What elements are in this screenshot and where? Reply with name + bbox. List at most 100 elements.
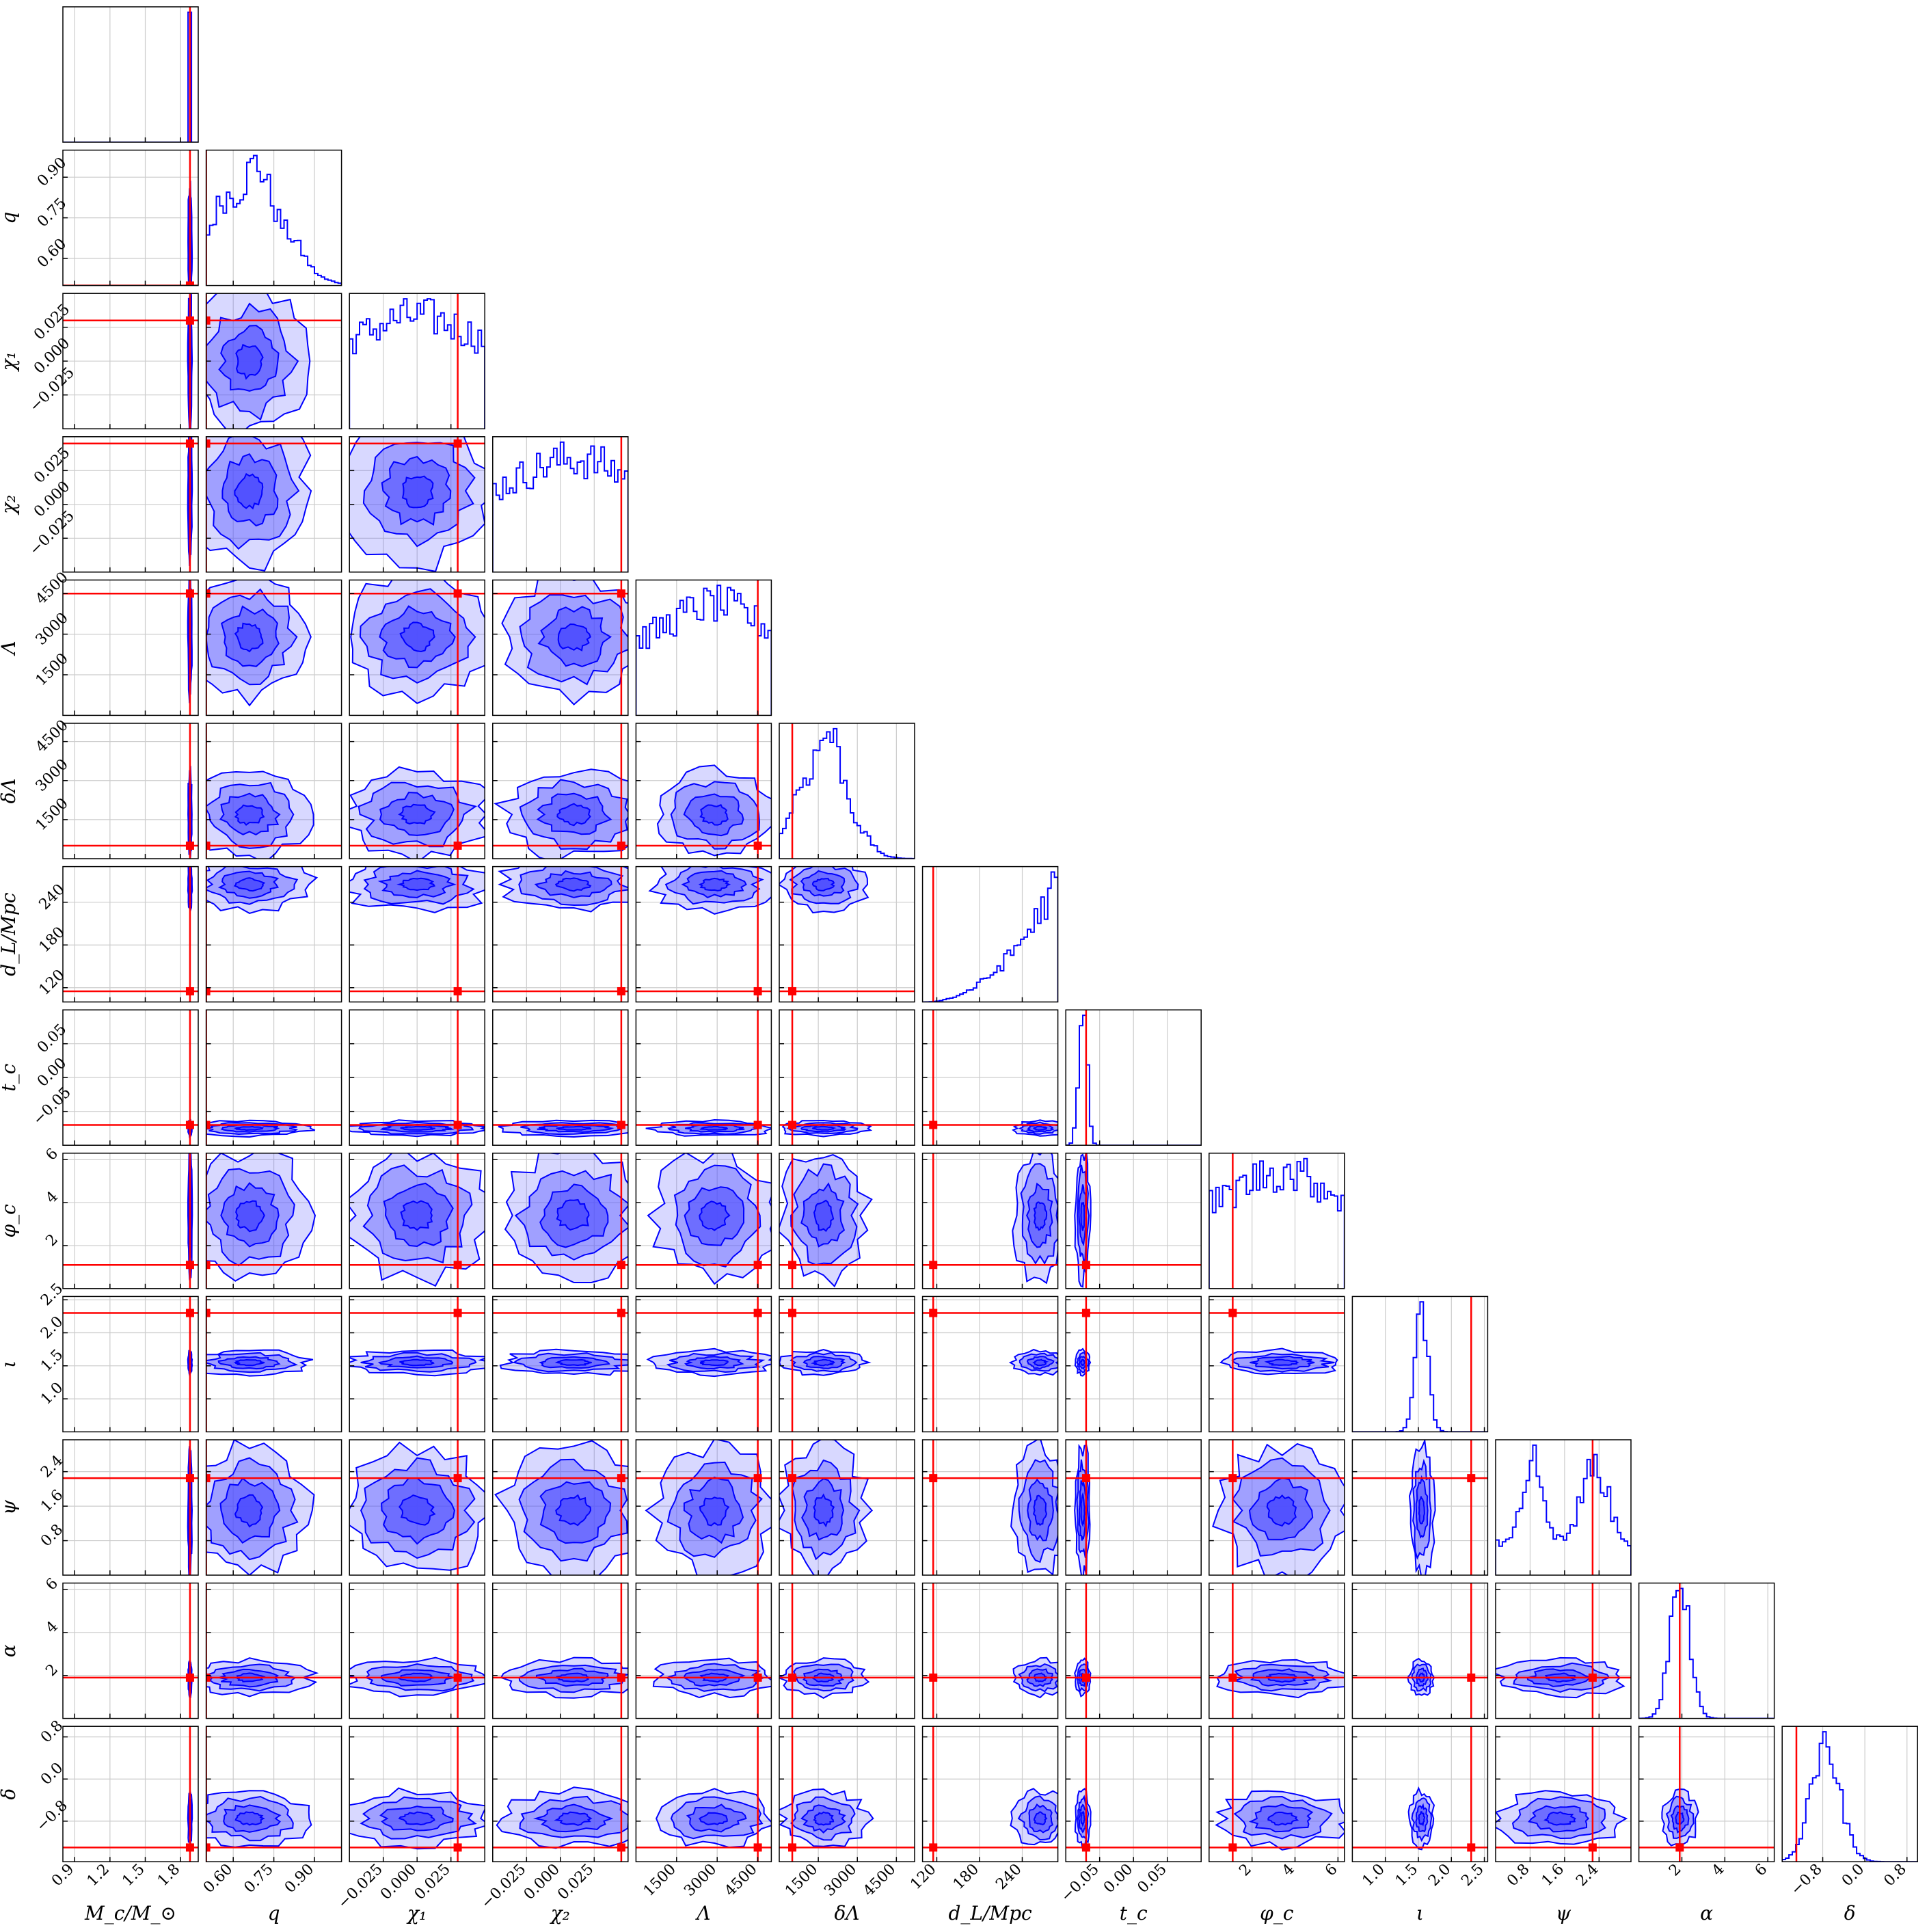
panel-content [1782,1726,1918,1862]
y-tick-label: 2 [42,1661,62,1680]
panel-tc-dL [921,1009,1059,1146]
panel-delta-iota: 1.0 1.5 2.0 2.5 [1351,1726,1489,1890]
panel-content [349,293,485,429]
truth-marker [453,841,462,850]
x-tick-label: 0.00 [1101,1861,1136,1896]
panel-content [206,1010,342,1146]
panel-content [492,580,628,716]
truth-marker [929,1673,938,1682]
panel-content [1638,1583,1775,1719]
contour-dL-chi2 [554,877,592,892]
histogram-alpha [1638,1587,1775,1719]
y-tick-label: 6 [42,1145,62,1164]
truth-marker [788,1474,797,1483]
truth-marker [617,1474,625,1483]
panel-phic-chi2 [492,1153,629,1289]
panel-content [779,1010,915,1146]
contour-dLambda-Lambda [699,804,729,826]
panel-content [922,866,1058,1002]
x-tick-label: −0.8 [1788,1861,1825,1899]
contour-dL-q [233,877,266,892]
panel-content [1496,1583,1631,1719]
panel-iota-dL [921,1296,1059,1433]
y-tick-label: 1500 [33,795,72,834]
contour-delta-dLambda [813,1811,835,1826]
panel-content [206,293,342,429]
contour-dL-chi1 [396,877,436,891]
panel-tc-dLambda [779,1009,915,1146]
truth-marker [185,1843,194,1852]
truth-marker [206,1121,211,1129]
panel-phic-dL [921,1153,1059,1289]
panel-tc-chi2 [492,1009,629,1146]
panel-content [779,723,915,859]
x-axis-label-Mc: M_c/M_⊙ [84,1902,176,1924]
panel-frame [921,1582,1059,1719]
contour-psi-chi2 [555,1494,592,1527]
contour-iota-phic [1264,1358,1299,1366]
y-tick-label: −0.025 [27,364,78,416]
panel-content [492,1153,628,1289]
panel-tc-tc [1065,1009,1202,1146]
panel-dLambda-dLambda [779,723,915,859]
panel-frame [62,1726,199,1862]
x-tick-label: 0.000 [521,1861,563,1903]
panel-content [63,866,198,1002]
truth-marker [206,987,211,995]
panel-content [1066,1010,1202,1146]
panel-alpha-dL [921,1582,1059,1719]
x-axis-label-dL: d_L/Mpc [948,1902,1032,1924]
panel-iota-Mc: 1.0 1.5 2.0 2.5 [38,1280,199,1433]
panel-content [922,1726,1058,1862]
contour-psi-Lambda [699,1497,730,1527]
truth-marker [453,589,462,598]
y-axis-label-q: q [0,212,20,224]
panel-content [1352,1440,1488,1575]
truth-marker [206,1474,211,1483]
panel-psi-q [205,1439,342,1576]
panel-psi-dLambda [779,1439,915,1576]
panel-alpha-iota [1351,1582,1489,1719]
y-tick-label: 0.60 [34,235,70,271]
panel-dLambda-chi2 [492,723,629,859]
truth-marker [185,589,194,598]
truth-marker [617,1121,625,1129]
x-tick-label: 2 [1236,1861,1255,1880]
panel-content [206,1726,342,1862]
contour-psi-chi1 [399,1494,436,1526]
truth-marker [206,1673,211,1682]
x-tick-label: 1.5 [119,1861,148,1890]
panel-Mc-Mc [62,6,199,143]
x-tick-label: 2 [1666,1861,1685,1880]
truth-marker [453,987,462,995]
panel-tc-q [205,1009,342,1146]
y-axis-label-tc: t_c [0,1063,20,1091]
panel-iota-chi1 [349,1296,485,1433]
panel-content [1209,1726,1345,1862]
panel-frame [1495,1439,1632,1576]
truth-marker [1228,1474,1237,1483]
panel-delta-Lambda: 1500 3000 4500 [635,1726,772,1900]
truth-marker [1228,1309,1237,1317]
truth-marker [453,1474,462,1483]
panel-content [349,723,485,859]
y-axis-label-dLambda: δΛ [0,778,20,803]
panel-chi2-chi2 [492,436,629,573]
y-tick-label: 120 [36,967,68,999]
truth-marker [206,316,211,325]
truth-marker [788,1843,797,1852]
truth-marker [185,1309,194,1317]
contour-phic-tc [1080,1202,1085,1231]
y-tick-label: 2.0 [38,1313,66,1342]
panel-Lambda-chi1 [349,579,485,716]
panel-Lambda-Lambda [635,579,772,716]
contour-delta-Lambda [698,1812,728,1825]
truth-marker [617,1673,625,1682]
contour-psi-dLambda [813,1493,835,1528]
panel-dL-chi1 [349,866,485,1003]
x-tick-label: 2.4 [1573,1861,1602,1890]
panel-frame [635,1726,772,1862]
panel-iota-iota [1351,1296,1489,1433]
